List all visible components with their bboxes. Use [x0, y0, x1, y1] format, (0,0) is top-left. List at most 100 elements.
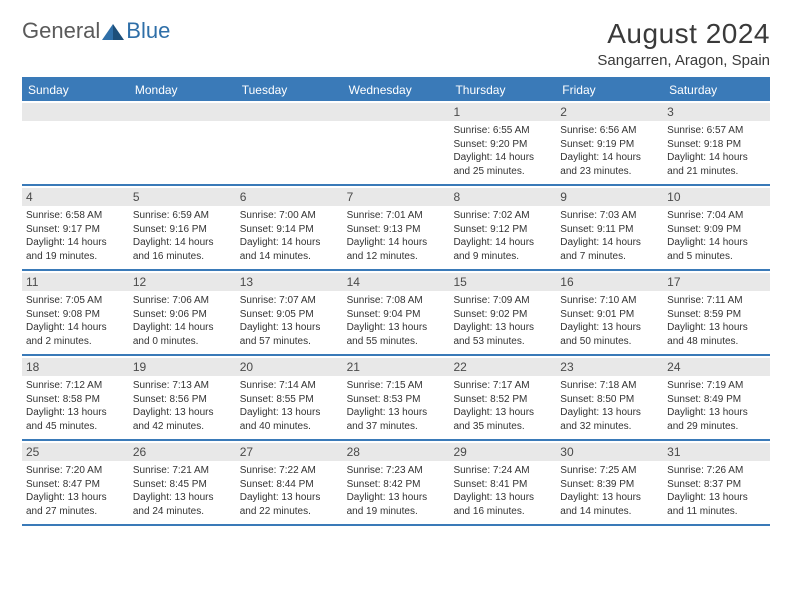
day-cell: 10Sunrise: 7:04 AMSunset: 9:09 PMDayligh… [663, 186, 770, 269]
day-info: Sunrise: 7:03 AMSunset: 9:11 PMDaylight:… [560, 209, 659, 263]
day-cell: 3 Sunrise: 6:57 AMSunset: 9:18 PMDaylight… [663, 101, 770, 184]
day-info: Sunrise: 7:00 AMSunset: 9:14 PMDaylight:… [240, 209, 339, 263]
day-info: Sunrise: 7:24 AMSunset: 8:41 PMDaylight:… [453, 464, 552, 518]
day-info: Sunrise: 7:21 AMSunset: 8:45 PMDaylight:… [133, 464, 232, 518]
day-number: 12 [129, 273, 236, 291]
day-cell: 28 Sunrise: 7:23 AMSunset: 8:42 PMDayligh… [343, 441, 450, 524]
day-cell: 18Sunrise: 7:12 AMSunset: 8:58 PMDayligh… [22, 356, 129, 439]
day-cell: 25Sunrise: 7:20 AMSunset: 8:47 PMDayligh… [22, 441, 129, 524]
day-number: 19 [129, 358, 236, 376]
day-number: 15 [449, 273, 556, 291]
week-row: 11Sunrise: 7:05 AMSunset: 9:08 PMDayligh… [22, 271, 770, 356]
day-number: 4 [22, 188, 129, 206]
week-row: 4 Sunrise: 6:58 AMSunset: 9:17 PMDaylight… [22, 186, 770, 271]
day-info: Sunrise: 7:14 AMSunset: 8:55 PMDaylight:… [240, 379, 339, 433]
day-info: Sunrise: 7:22 AMSunset: 8:44 PMDaylight:… [240, 464, 339, 518]
empty-cell [343, 101, 450, 184]
day-number: 28 [343, 443, 450, 461]
day-cell: 22 Sunrise: 7:17 AMSunset: 8:52 PMDayligh… [449, 356, 556, 439]
day-number: 8 [449, 188, 556, 206]
day-cell: 17 Sunrise: 7:11 AMSunset: 8:59 PMDayligh… [663, 271, 770, 354]
day-cell: 21Sunrise: 7:15 AMSunset: 8:53 PMDayligh… [343, 356, 450, 439]
day-number [236, 103, 343, 121]
day-cell: 23 Sunrise: 7:18 AMSunset: 8:50 PMDayligh… [556, 356, 663, 439]
empty-cell [236, 101, 343, 184]
day-number: 2 [556, 103, 663, 121]
day-cell: 31Sunrise: 7:26 AMSunset: 8:37 PMDayligh… [663, 441, 770, 524]
day-number: 7 [343, 188, 450, 206]
day-header-tuesday: Tuesday [236, 79, 343, 101]
logo-triangle-icon [102, 22, 124, 40]
day-cell: 8 Sunrise: 7:02 AMSunset: 9:12 PMDaylight… [449, 186, 556, 269]
day-info: Sunrise: 7:18 AMSunset: 8:50 PMDaylight:… [560, 379, 659, 433]
day-number: 29 [449, 443, 556, 461]
day-number [129, 103, 236, 121]
day-number [22, 103, 129, 121]
day-cell: 30Sunrise: 7:25 AMSunset: 8:39 PMDayligh… [556, 441, 663, 524]
day-number: 26 [129, 443, 236, 461]
day-header-row: SundayMondayTuesdayWednesdayThursdayFrid… [22, 79, 770, 101]
day-cell: 26 Sunrise: 7:21 AMSunset: 8:45 PMDayligh… [129, 441, 236, 524]
day-number: 13 [236, 273, 343, 291]
day-cell: 9Sunrise: 7:03 AMSunset: 9:11 PMDaylight… [556, 186, 663, 269]
day-info: Sunrise: 7:11 AMSunset: 8:59 PMDaylight:… [667, 294, 766, 348]
day-info: Sunrise: 6:55 AMSunset: 9:20 PMDaylight:… [453, 124, 552, 178]
day-info: Sunrise: 7:07 AMSunset: 9:05 PMDaylight:… [240, 294, 339, 348]
day-cell: 20Sunrise: 7:14 AMSunset: 8:55 PMDayligh… [236, 356, 343, 439]
day-info: Sunrise: 6:56 AMSunset: 9:19 PMDaylight:… [560, 124, 659, 178]
logo: General Blue [22, 18, 170, 44]
day-cell: 29 Sunrise: 7:24 AMSunset: 8:41 PMDayligh… [449, 441, 556, 524]
day-info: Sunrise: 7:01 AMSunset: 9:13 PMDaylight:… [347, 209, 446, 263]
week-row: 25Sunrise: 7:20 AMSunset: 8:47 PMDayligh… [22, 441, 770, 526]
day-info: Sunrise: 6:58 AMSunset: 9:17 PMDaylight:… [26, 209, 125, 263]
day-number: 3 [663, 103, 770, 121]
day-info: Sunrise: 7:02 AMSunset: 9:12 PMDaylight:… [453, 209, 552, 263]
day-header-monday: Monday [129, 79, 236, 101]
day-info: Sunrise: 7:08 AMSunset: 9:04 PMDaylight:… [347, 294, 446, 348]
title-block: August 2024 Sangarren, Aragon, Spain [597, 18, 770, 69]
empty-cell [22, 101, 129, 184]
calendar: SundayMondayTuesdayWednesdayThursdayFrid… [22, 77, 770, 526]
day-header-saturday: Saturday [663, 79, 770, 101]
day-number: 25 [22, 443, 129, 461]
day-number: 27 [236, 443, 343, 461]
week-row: 18Sunrise: 7:12 AMSunset: 8:58 PMDayligh… [22, 356, 770, 441]
day-info: Sunrise: 7:05 AMSunset: 9:08 PMDaylight:… [26, 294, 125, 348]
day-info: Sunrise: 7:10 AMSunset: 9:01 PMDaylight:… [560, 294, 659, 348]
day-number: 21 [343, 358, 450, 376]
day-number: 14 [343, 273, 450, 291]
day-number: 1 [449, 103, 556, 121]
day-number: 22 [449, 358, 556, 376]
day-info: Sunrise: 6:57 AMSunset: 9:18 PMDaylight:… [667, 124, 766, 178]
day-info: Sunrise: 7:09 AMSunset: 9:02 PMDaylight:… [453, 294, 552, 348]
day-info: Sunrise: 6:59 AMSunset: 9:16 PMDaylight:… [133, 209, 232, 263]
day-number: 24 [663, 358, 770, 376]
day-header-sunday: Sunday [22, 79, 129, 101]
day-cell: 11Sunrise: 7:05 AMSunset: 9:08 PMDayligh… [22, 271, 129, 354]
day-cell: 14 Sunrise: 7:08 AMSunset: 9:04 PMDayligh… [343, 271, 450, 354]
day-number: 17 [663, 273, 770, 291]
day-number: 23 [556, 358, 663, 376]
day-info: Sunrise: 7:17 AMSunset: 8:52 PMDaylight:… [453, 379, 552, 433]
day-cell: 4 Sunrise: 6:58 AMSunset: 9:17 PMDaylight… [22, 186, 129, 269]
day-info: Sunrise: 7:13 AMSunset: 8:56 PMDaylight:… [133, 379, 232, 433]
day-cell: 19 Sunrise: 7:13 AMSunset: 8:56 PMDayligh… [129, 356, 236, 439]
day-cell: 24Sunrise: 7:19 AMSunset: 8:49 PMDayligh… [663, 356, 770, 439]
empty-cell [129, 101, 236, 184]
day-number: 30 [556, 443, 663, 461]
logo-text-general: General [22, 18, 100, 44]
header: General Blue August 2024 Sangarren, Arag… [22, 18, 770, 69]
day-cell: 13 Sunrise: 7:07 AMSunset: 9:05 PMDayligh… [236, 271, 343, 354]
day-number: 6 [236, 188, 343, 206]
day-cell: 16 Sunrise: 7:10 AMSunset: 9:01 PMDayligh… [556, 271, 663, 354]
day-cell: 5Sunrise: 6:59 AMSunset: 9:16 PMDaylight… [129, 186, 236, 269]
day-cell: 12Sunrise: 7:06 AMSunset: 9:06 PMDayligh… [129, 271, 236, 354]
day-cell: 1 Sunrise: 6:55 AMSunset: 9:20 PMDaylight… [449, 101, 556, 184]
day-cell: 6 Sunrise: 7:00 AMSunset: 9:14 PMDaylight… [236, 186, 343, 269]
day-number: 16 [556, 273, 663, 291]
location-text: Sangarren, Aragon, Spain [597, 52, 770, 69]
day-info: Sunrise: 7:23 AMSunset: 8:42 PMDaylight:… [347, 464, 446, 518]
day-info: Sunrise: 7:26 AMSunset: 8:37 PMDaylight:… [667, 464, 766, 518]
day-header-wednesday: Wednesday [343, 79, 450, 101]
month-title: August 2024 [597, 18, 770, 50]
